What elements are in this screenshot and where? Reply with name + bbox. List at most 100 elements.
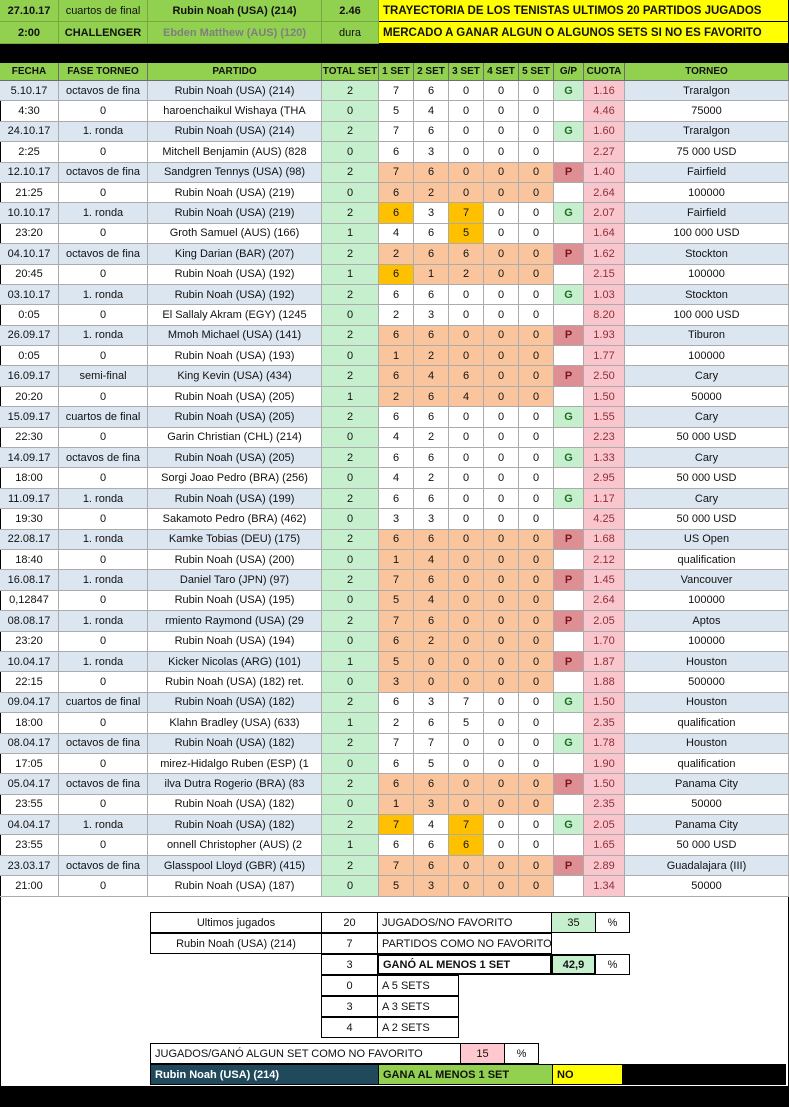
column-header-set3[interactable]: 3 SET xyxy=(449,63,484,81)
set-cell[interactable]: 0 xyxy=(519,611,554,632)
summary-final-player[interactable]: Rubin Noah (USA) (214) xyxy=(150,1064,379,1085)
set-cell[interactable]: 5 xyxy=(449,223,484,245)
set-cell[interactable]: 6 xyxy=(379,366,414,387)
set-cell[interactable]: 0 xyxy=(484,264,519,285)
cuota-cell[interactable]: 1.77 xyxy=(584,346,625,367)
fecha-cell[interactable]: 0:05 xyxy=(0,305,59,326)
set-cell[interactable]: 6 xyxy=(379,203,414,224)
cuota-cell[interactable]: 1.88 xyxy=(584,672,625,693)
fecha-cell[interactable]: 05.04.17 xyxy=(0,774,59,795)
gp-cell[interactable] xyxy=(554,835,584,856)
total-set-cell[interactable]: 2 xyxy=(322,488,379,510)
fase-cell[interactable]: 1. ronda xyxy=(59,815,148,836)
total-set-cell[interactable]: 0 xyxy=(322,142,379,163)
summary-a3-label[interactable]: A 3 SETS xyxy=(377,996,459,1017)
fase-cell[interactable]: octavos de fina xyxy=(59,81,148,102)
partido-cell[interactable]: Sakamoto Pedro (BRA) (462) xyxy=(148,509,322,530)
fecha-cell[interactable]: 20:45 xyxy=(0,264,59,285)
fecha-cell[interactable]: 19:30 xyxy=(0,509,59,530)
set-cell[interactable]: 3 xyxy=(414,203,449,224)
partido-cell[interactable]: onnell Christopher (AUS) (2 xyxy=(148,835,322,856)
fase-cell[interactable]: 0 xyxy=(59,876,148,897)
set-cell[interactable]: 0 xyxy=(519,570,554,591)
gp-cell[interactable]: P xyxy=(554,774,584,795)
fecha-cell[interactable]: 5.10.17 xyxy=(0,81,59,102)
fase-cell[interactable]: 0 xyxy=(59,835,148,856)
set-cell[interactable]: 0 xyxy=(519,427,554,449)
set-cell[interactable]: 0 xyxy=(449,855,484,877)
set-cell[interactable]: 0 xyxy=(449,611,484,632)
gp-cell[interactable]: P xyxy=(554,366,584,387)
set-cell[interactable]: 0 xyxy=(519,448,554,469)
percent-sign[interactable]: % xyxy=(504,1043,539,1064)
gp-cell[interactable] xyxy=(554,631,584,652)
cuota-cell[interactable]: 1.90 xyxy=(584,753,625,775)
set-cell[interactable]: 0 xyxy=(519,815,554,836)
fecha-cell[interactable]: 21:00 xyxy=(0,876,59,897)
partido-cell[interactable]: Rubin Noah (USA) (199) xyxy=(148,488,322,510)
set-cell[interactable]: 4 xyxy=(379,427,414,449)
partido-cell[interactable]: Rubin Noah (USA) (187) xyxy=(148,876,322,897)
set-cell[interactable]: 0 xyxy=(519,631,554,652)
set-cell[interactable]: 0 xyxy=(484,590,519,612)
fase-cell[interactable]: 0 xyxy=(59,182,148,204)
total-set-cell[interactable]: 2 xyxy=(322,81,379,102)
set-cell[interactable]: 6 xyxy=(414,774,449,795)
set-cell[interactable]: 6 xyxy=(414,244,449,265)
set-cell[interactable]: 6 xyxy=(414,325,449,347)
set-cell[interactable]: 0 xyxy=(449,325,484,347)
fase-cell[interactable]: octavos de fina xyxy=(59,244,148,265)
set-cell[interactable]: 0 xyxy=(519,835,554,856)
set-cell[interactable]: 0 xyxy=(484,835,519,856)
set-cell[interactable]: 0 xyxy=(484,325,519,347)
set-cell[interactable]: 0 xyxy=(449,488,484,510)
fase-cell[interactable]: 0 xyxy=(59,753,148,775)
partido-cell[interactable]: El Sallaly Akram (EGY) (1245 xyxy=(148,305,322,326)
set-cell[interactable]: 0 xyxy=(449,753,484,775)
total-set-cell[interactable]: 0 xyxy=(322,427,379,449)
partido-cell[interactable]: Rubin Noah (USA) (200) xyxy=(148,549,322,571)
set-cell[interactable]: 7 xyxy=(379,855,414,877)
fase-cell[interactable]: 0 xyxy=(59,264,148,285)
gp-cell[interactable]: G xyxy=(554,488,584,510)
fase-cell[interactable]: 0 xyxy=(59,427,148,449)
set-cell[interactable]: 2 xyxy=(449,264,484,285)
fecha-cell[interactable]: 22:30 xyxy=(0,427,59,449)
set-cell[interactable]: 0 xyxy=(414,672,449,693)
set-cell[interactable]: 0 xyxy=(484,570,519,591)
set-cell[interactable]: 0 xyxy=(519,284,554,306)
total-set-cell[interactable]: 1 xyxy=(322,835,379,856)
cuota-cell[interactable]: 2.07 xyxy=(584,203,625,224)
set-cell[interactable]: 0 xyxy=(484,713,519,734)
fase-cell[interactable]: 0 xyxy=(59,468,148,489)
set-cell[interactable]: 6 xyxy=(379,631,414,652)
set-cell[interactable]: 0 xyxy=(519,855,554,877)
gp-cell[interactable]: P xyxy=(554,611,584,632)
set-cell[interactable]: 1 xyxy=(414,264,449,285)
fecha-cell[interactable]: 03.10.17 xyxy=(0,284,59,306)
torneo-cell[interactable]: Tiburon xyxy=(625,325,789,347)
column-header-gp[interactable]: G/P xyxy=(554,63,584,81)
set-cell[interactable]: 0 xyxy=(449,570,484,591)
set-cell[interactable]: 0 xyxy=(484,692,519,714)
torneo-cell[interactable]: 75000 xyxy=(625,101,789,122)
gp-cell[interactable] xyxy=(554,468,584,489)
set-cell[interactable]: 0 xyxy=(449,631,484,652)
torneo-cell[interactable]: 500000 xyxy=(625,672,789,693)
set-cell[interactable]: 0 xyxy=(449,101,484,122)
cuota-cell[interactable]: 2.89 xyxy=(584,855,625,877)
partido-cell[interactable]: Rubin Noah (USA) (205) xyxy=(148,386,322,408)
fecha-cell[interactable]: 26.09.17 xyxy=(0,325,59,347)
set-cell[interactable]: 0 xyxy=(519,407,554,428)
torneo-cell[interactable]: US Open xyxy=(625,529,789,550)
fecha-cell[interactable]: 16.08.17 xyxy=(0,570,59,591)
cuota-cell[interactable]: 2.50 xyxy=(584,366,625,387)
set-cell[interactable]: 0 xyxy=(449,876,484,897)
gp-cell[interactable]: G xyxy=(554,407,584,428)
torneo-cell[interactable]: 100000 xyxy=(625,264,789,285)
fase-cell[interactable]: 0 xyxy=(59,713,148,734)
partido-cell[interactable]: Sandgren Tennys (USA) (98) xyxy=(148,162,322,183)
percent-sign[interactable]: % xyxy=(595,954,630,975)
set-cell[interactable]: 6 xyxy=(414,529,449,550)
torneo-cell[interactable]: Vancouver xyxy=(625,570,789,591)
